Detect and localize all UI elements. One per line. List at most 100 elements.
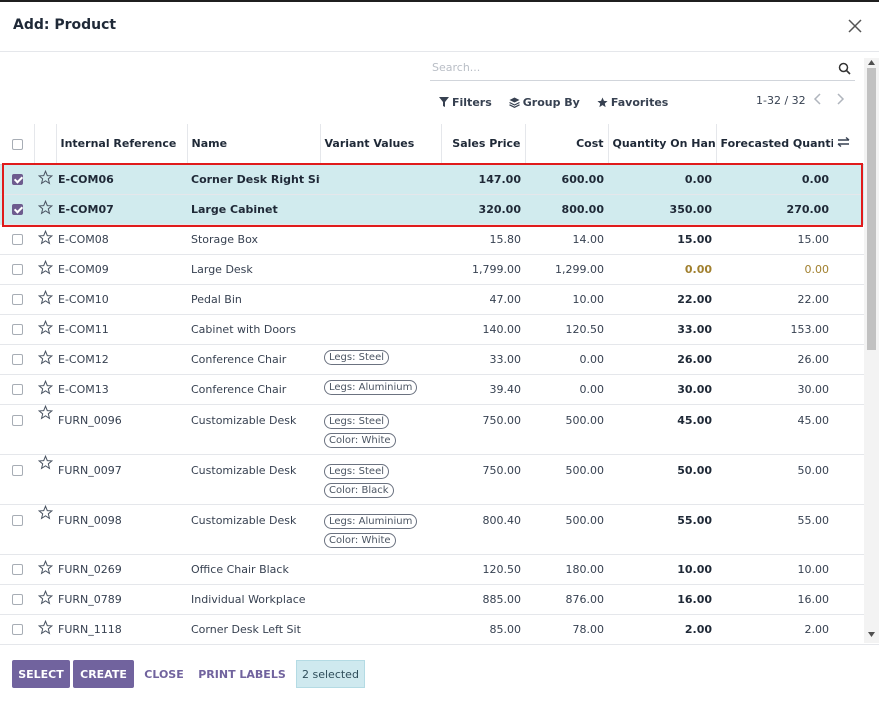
table-row[interactable]: E-COM11 Cabinet with Doors 140.00 120.50 33.… [0, 314, 864, 345]
table-header-row: Internal Reference Name Variant Values S… [0, 124, 864, 165]
forecasted-quantity-cell: 2.00 [716, 614, 833, 643]
scroll-up-icon[interactable] [868, 60, 875, 65]
star-icon[interactable] [37, 169, 54, 188]
variant-tag: Color: White [324, 432, 396, 448]
row-checkbox[interactable] [12, 564, 23, 575]
forecasted-quantity-cell: 22.00 [716, 284, 833, 315]
table-row[interactable]: E-COM13 Conference Chair Legs: Aluminium 39… [0, 374, 864, 405]
star-icon[interactable] [37, 379, 54, 398]
table-row[interactable]: E-COM12 Conference Chair Legs: Steel 33.00 0… [0, 344, 864, 375]
row-checkbox[interactable] [12, 324, 23, 335]
table-row[interactable]: FURN_0096 Customizable Desk Legs: Steel Col… [0, 404, 864, 455]
column-quantity-on-hand[interactable]: Quantity On Hand [607, 124, 716, 165]
star-icon[interactable] [37, 199, 54, 218]
product-table: Internal Reference Name Variant Values S… [0, 124, 864, 643]
row-checkbox[interactable] [12, 465, 23, 476]
quantity-on-hand-cell: 30.00 [608, 374, 716, 405]
column-internal-reference[interactable]: Internal Reference [55, 124, 187, 165]
chevron-left-icon[interactable] [812, 92, 824, 106]
star-icon[interactable] [37, 289, 54, 308]
table-row[interactable]: FURN_0269 Office Chair Black 120.50 180.00 1… [0, 554, 864, 585]
star-icon[interactable] [37, 259, 54, 278]
row-checkbox[interactable] [12, 294, 23, 305]
print-labels-button[interactable]: PRINT LABELS [198, 667, 286, 681]
column-settings-icon[interactable] [837, 136, 850, 148]
name-cell: Customizable Desk [187, 454, 320, 505]
column-settings-cell [833, 124, 864, 165]
row-checkbox[interactable] [12, 594, 23, 605]
cost-cell: 120.50 [525, 314, 608, 345]
empty-cell [833, 194, 864, 225]
table-row[interactable]: FURN_0098 Customizable Desk Legs: Aluminiu… [0, 504, 864, 555]
empty-cell [833, 284, 864, 315]
sales-price-cell: 750.00 [441, 404, 525, 455]
row-checkbox[interactable] [12, 204, 23, 215]
star-icon[interactable] [37, 504, 54, 523]
star-icon[interactable] [37, 589, 54, 608]
column-variant-values[interactable]: Variant Values [319, 124, 441, 165]
sales-price-cell: 39.40 [441, 374, 525, 405]
close-icon[interactable] [843, 12, 867, 40]
scroll-down-icon[interactable] [868, 632, 875, 637]
row-checkbox[interactable] [12, 234, 23, 245]
empty-cell [833, 504, 864, 555]
close-button[interactable]: CLOSE [144, 667, 184, 681]
dialog-title: Add: Product [13, 17, 117, 33]
star-icon[interactable] [37, 559, 54, 578]
star-icon[interactable] [37, 454, 54, 473]
row-checkbox[interactable] [12, 384, 23, 395]
select-button[interactable]: SELECT [12, 660, 70, 688]
table-row[interactable]: E-COM07 Large Cabinet 320.00 800.00 350.00 27… [0, 194, 864, 225]
sales-price-cell: 15.80 [441, 224, 525, 255]
dialog-footer: SELECT CREATE CLOSE PRINT LABELS 2 selec… [0, 644, 879, 701]
pager-value[interactable]: 1-32 / 32 [756, 94, 806, 107]
column-name[interactable]: Name [186, 124, 320, 165]
table-row[interactable]: E-COM08 Storage Box 15.80 14.00 15.00 15.00 [0, 224, 864, 255]
select-all-checkbox[interactable] [12, 138, 23, 150]
pager-nav [812, 92, 846, 106]
variant-values-cell [320, 224, 441, 255]
filters-button[interactable]: Filters [439, 96, 492, 109]
empty-cell [833, 554, 864, 585]
empty-cell [833, 254, 864, 285]
cost-cell: 0.00 [525, 374, 608, 405]
table-row[interactable]: FURN_0097 Customizable Desk Legs: Steel Col… [0, 454, 864, 505]
row-checkbox[interactable] [12, 354, 23, 365]
search-input[interactable] [430, 56, 824, 79]
column-forecasted-quantity[interactable]: Forecasted Quantity [715, 124, 833, 165]
favorites-button[interactable]: Favorites [597, 96, 668, 109]
row-select-cell [0, 614, 34, 643]
row-checkbox[interactable] [12, 415, 23, 426]
cost-cell: 600.00 [525, 164, 608, 195]
group-by-button[interactable]: Group By [508, 96, 580, 109]
name-cell: Cabinet with Doors [187, 314, 320, 345]
row-checkbox[interactable] [12, 624, 23, 635]
table-row[interactable]: FURN_1118 Corner Desk Left Sit 85.00 78.00 2… [0, 614, 864, 643]
name-cell: Customizable Desk [187, 404, 320, 455]
table-row[interactable]: E-COM06 Corner Desk Right Sit 147.00 600.00… [0, 164, 864, 195]
star-icon[interactable] [37, 619, 54, 638]
row-checkbox[interactable] [12, 515, 23, 526]
star-icon[interactable] [37, 319, 54, 338]
chevron-right-icon[interactable] [834, 92, 846, 106]
table-row[interactable]: E-COM09 Large Desk 1,799.00 1,299.00 0.00 0.0… [0, 254, 864, 285]
quantity-on-hand-cell: 10.00 [608, 554, 716, 585]
ref-cell: E-COM09 [56, 254, 187, 285]
create-button[interactable]: CREATE [73, 660, 134, 688]
star-icon[interactable] [37, 404, 54, 423]
star-icon[interactable] [37, 229, 54, 248]
table-row[interactable]: E-COM10 Pedal Bin 47.00 10.00 22.00 22.00 [0, 284, 864, 315]
star-icon[interactable] [37, 349, 54, 368]
column-sales-price[interactable]: Sales Price [440, 124, 525, 165]
scroll-thumb[interactable] [867, 68, 876, 350]
scrollbar[interactable] [864, 58, 879, 643]
search-icon[interactable] [838, 60, 851, 79]
row-checkbox[interactable] [12, 264, 23, 275]
column-cost[interactable]: Cost [524, 124, 608, 165]
favorite-cell [34, 504, 56, 555]
sales-price-cell: 1,799.00 [441, 254, 525, 285]
variant-tag: Legs: Steel [324, 463, 390, 479]
name-cell: Customizable Desk [187, 504, 320, 555]
row-checkbox[interactable] [12, 174, 23, 185]
table-row[interactable]: FURN_0789 Individual Workplace 885.00 876.0… [0, 584, 864, 615]
